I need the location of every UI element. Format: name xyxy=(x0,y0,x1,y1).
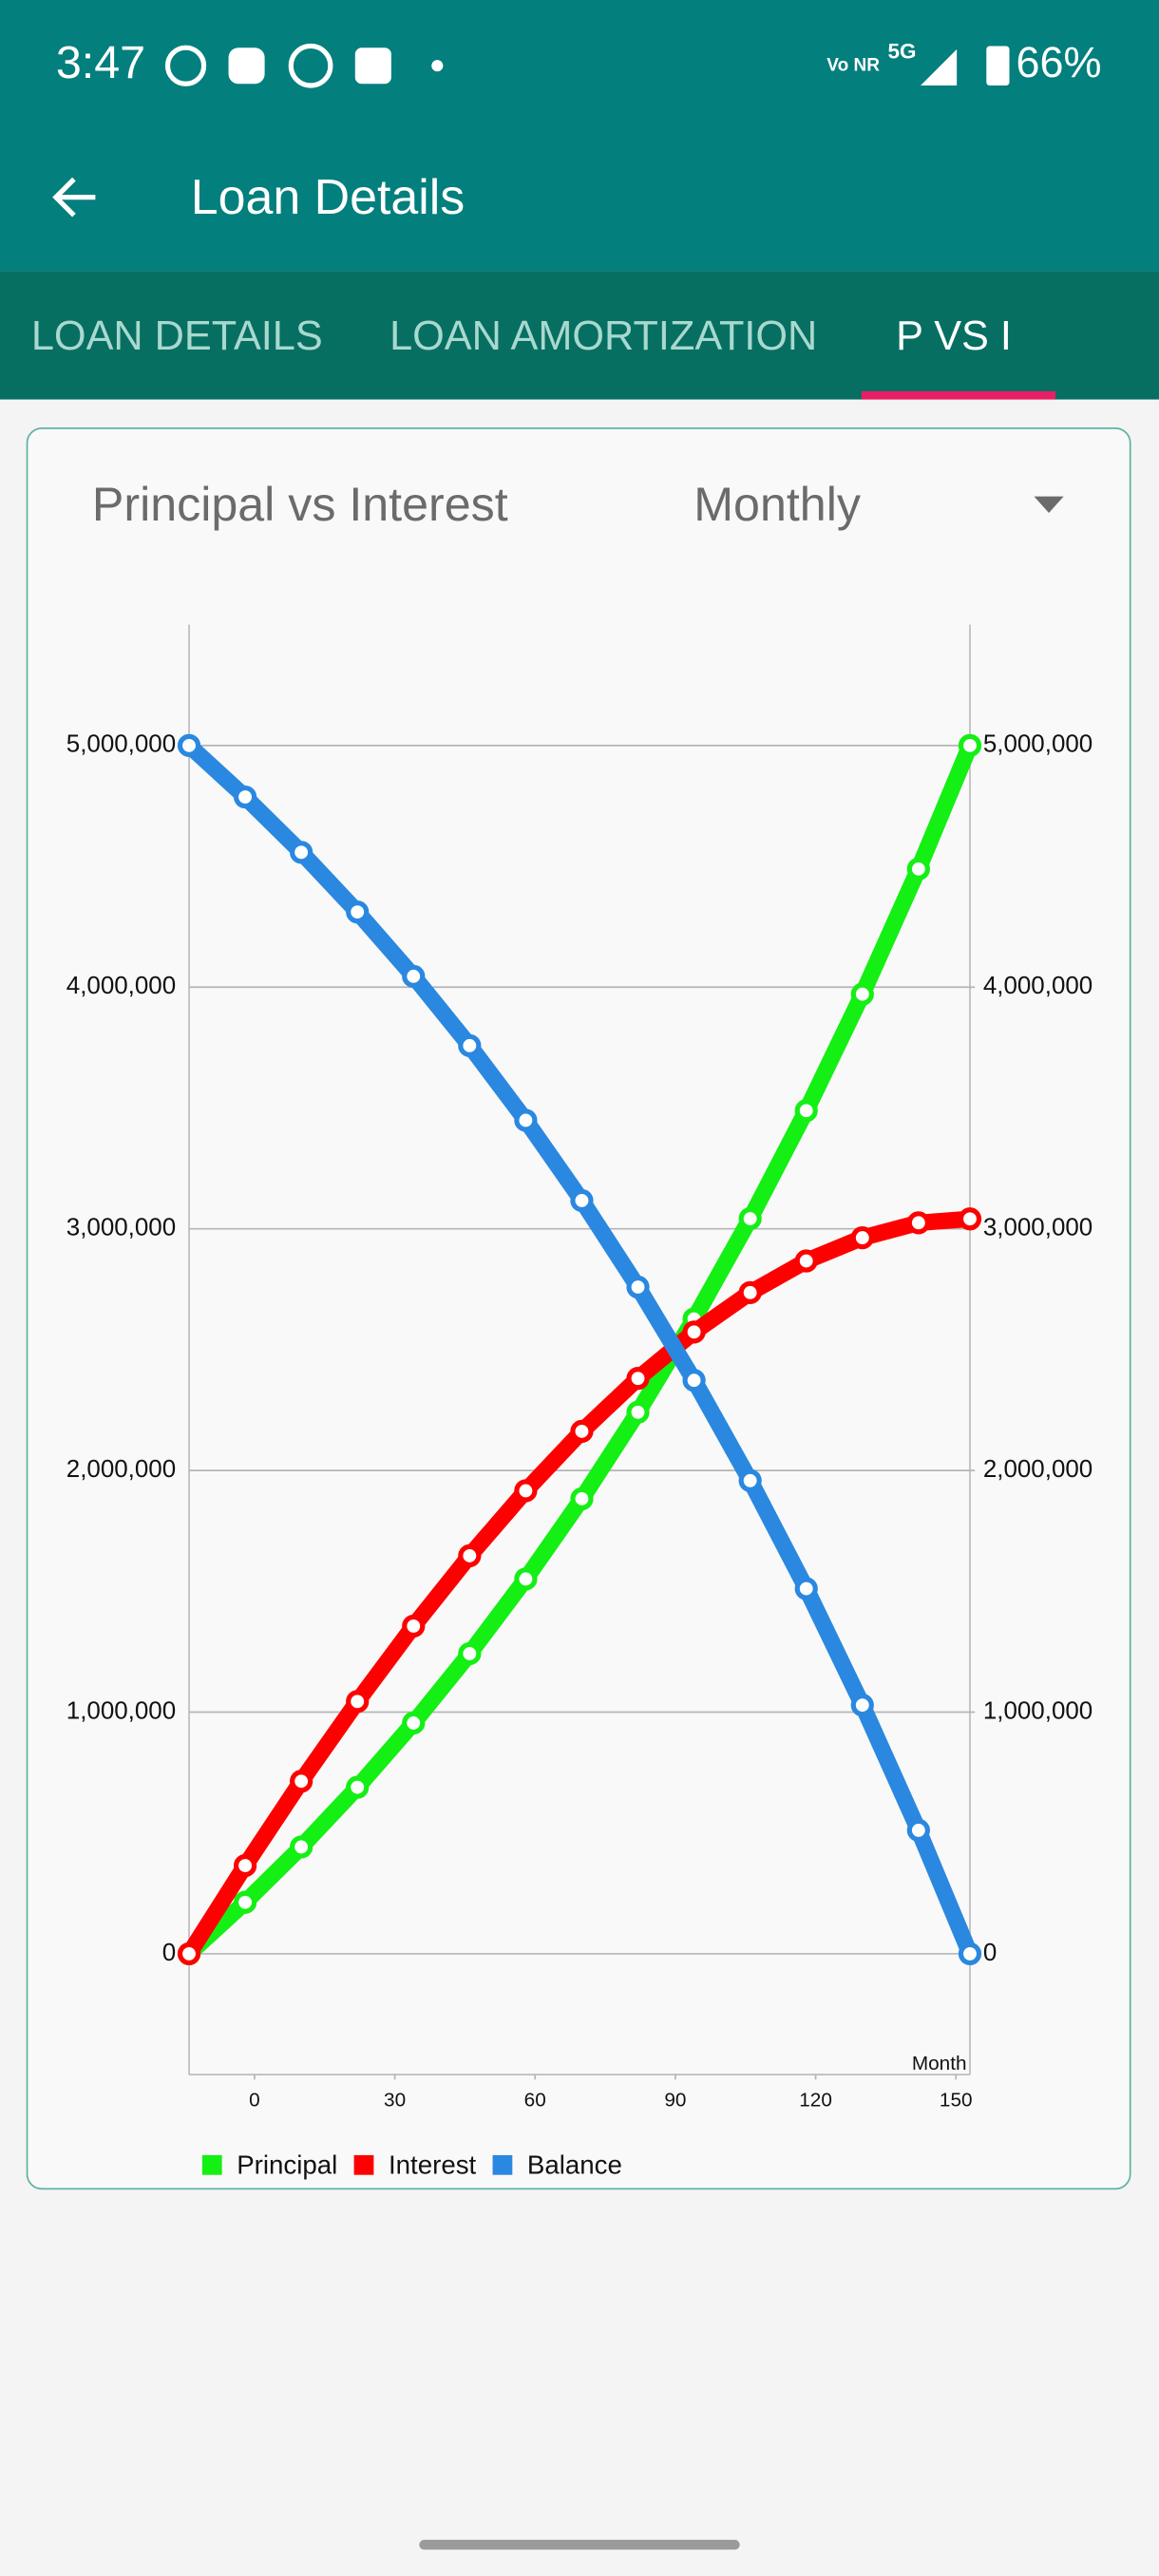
back-button[interactable] xyxy=(52,177,96,218)
data-point xyxy=(682,1320,706,1344)
status-icon xyxy=(228,47,265,85)
data-point xyxy=(346,1690,370,1714)
data-point xyxy=(570,1487,594,1510)
x-tick-label: 60 xyxy=(524,2089,546,2111)
data-point xyxy=(402,964,426,988)
data-point xyxy=(233,1890,257,1914)
y-tick-label: 1,000,000 xyxy=(66,1697,176,1724)
status-icon xyxy=(288,43,333,88)
card-title: Principal vs Interest xyxy=(92,478,508,531)
chart: 0 1,000,000 2,000,000 3,000,000 4,000,000 5,0… xyxy=(66,624,1092,2179)
tab-indicator xyxy=(861,390,1055,400)
data-point xyxy=(906,1211,930,1235)
data-point xyxy=(514,1567,538,1591)
data-point xyxy=(290,1770,314,1793)
data-point xyxy=(570,1419,594,1444)
data-point xyxy=(906,857,930,881)
data-point xyxy=(738,1468,762,1492)
app-header xyxy=(0,0,1159,272)
data-point xyxy=(794,1577,818,1601)
tab-active[interactable]: P VS I xyxy=(896,313,1012,359)
data-point xyxy=(794,1099,818,1123)
x-tick-label: 30 xyxy=(384,2089,406,2111)
x-tick-label: 150 xyxy=(940,2089,973,2111)
x-tick-label: 90 xyxy=(664,2089,686,2111)
y2-tick-label: 4,000,000 xyxy=(983,973,1092,999)
data-point xyxy=(958,1207,982,1231)
y-tick-label: 4,000,000 xyxy=(66,973,176,999)
data-point xyxy=(346,900,370,924)
data-point xyxy=(958,733,982,757)
data-point xyxy=(402,1614,426,1638)
legend-label: Principal xyxy=(237,2150,337,2179)
data-point xyxy=(570,1188,594,1213)
status-battery-text: 66% xyxy=(1016,38,1101,86)
app-title: Loan Details xyxy=(191,170,466,225)
y2-tick-label: 3,000,000 xyxy=(983,1215,1092,1241)
data-point xyxy=(233,1853,257,1878)
data-point xyxy=(626,1367,650,1391)
data-point xyxy=(850,1225,874,1250)
data-point xyxy=(290,1835,314,1859)
legend-label: Interest xyxy=(389,2150,477,2179)
data-point xyxy=(794,1249,818,1273)
home-indicator xyxy=(419,2539,740,2550)
tab[interactable]: LOAN AMORTIZATION xyxy=(390,313,817,359)
legend-swatch xyxy=(201,2154,222,2175)
data-point xyxy=(682,1369,706,1392)
dropdown-arrow[interactable] xyxy=(1034,496,1064,513)
data-point xyxy=(177,1941,201,1966)
data-point xyxy=(458,1544,482,1568)
status-dot xyxy=(431,60,444,72)
x-tick-label: 120 xyxy=(799,2089,832,2111)
card xyxy=(26,426,1131,2190)
data-point xyxy=(626,1275,650,1299)
data-point xyxy=(346,1775,370,1799)
data-point xyxy=(177,733,201,757)
status-network: 5G xyxy=(887,39,916,63)
y-tick-label: 5,000,000 xyxy=(66,731,176,758)
tab-bar xyxy=(0,271,1159,400)
data-point xyxy=(626,1400,650,1424)
data-point xyxy=(850,982,874,1006)
data-point xyxy=(458,1033,482,1057)
status-battery xyxy=(986,46,1010,85)
legend-label: Balance xyxy=(527,2150,622,2179)
data-point xyxy=(958,1941,982,1966)
data-point xyxy=(906,1818,930,1843)
status-icon xyxy=(354,47,391,85)
y2-tick-label: 5,000,000 xyxy=(983,731,1092,758)
y2-tick-label: 2,000,000 xyxy=(983,1456,1092,1483)
y2-tick-label: 1,000,000 xyxy=(983,1697,1092,1724)
data-point xyxy=(402,1711,426,1735)
data-point xyxy=(290,841,314,864)
data-point xyxy=(514,1479,538,1503)
data-point xyxy=(850,1694,874,1717)
data-point xyxy=(738,1206,762,1231)
y-tick-label: 2,000,000 xyxy=(66,1456,176,1483)
y-tick-label: 0 xyxy=(162,1940,176,1966)
data-point xyxy=(514,1108,538,1132)
data-point xyxy=(233,785,257,809)
data-point xyxy=(738,1280,762,1304)
dropdown[interactable]: Monthly xyxy=(694,478,861,531)
y2-tick-label: 0 xyxy=(983,1940,997,1966)
status-icon xyxy=(164,45,207,86)
data-point xyxy=(458,1641,482,1666)
y-tick-label: 3,000,000 xyxy=(66,1215,176,1241)
x-axis-label: Month xyxy=(912,2053,967,2074)
x-tick-label: 0 xyxy=(249,2089,260,2111)
legend-swatch xyxy=(492,2154,513,2175)
tab[interactable]: LOAN DETAILS xyxy=(31,313,323,359)
legend-swatch xyxy=(353,2154,374,2175)
status-time: 3:47 xyxy=(56,37,145,88)
status-volte: Vo NR xyxy=(826,55,880,75)
